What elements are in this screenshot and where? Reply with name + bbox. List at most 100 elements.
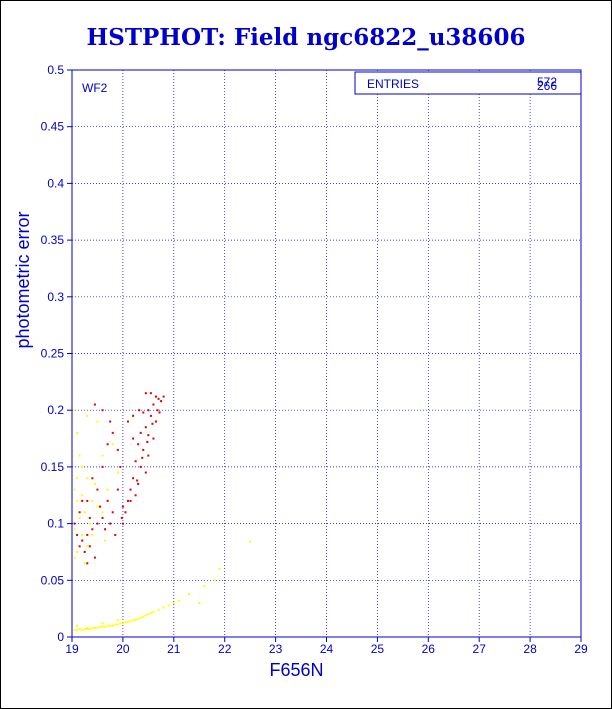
data-point-red bbox=[96, 488, 99, 491]
data-point-yellow bbox=[188, 592, 191, 595]
data-point-yellow bbox=[157, 608, 160, 611]
data-point-red bbox=[81, 539, 84, 542]
data-point-red bbox=[88, 545, 91, 548]
data-point-yellow bbox=[126, 621, 129, 624]
stats-box: ENTRIES 572 266 bbox=[354, 71, 582, 95]
data-point-yellow bbox=[116, 618, 119, 621]
tick-labels: 19 20 21 22 23 24 25 26 27 28 29 0 0.05 0.1 0.15 0.2 0.2… bbox=[41, 63, 588, 656]
data-point-yellow bbox=[132, 618, 135, 621]
data-point-red bbox=[111, 511, 114, 514]
data-point-red bbox=[76, 533, 79, 536]
data-point-red bbox=[121, 522, 124, 525]
stats-entries-value: 572 bbox=[537, 75, 557, 89]
data-point-yellow bbox=[81, 533, 84, 536]
data-point-yellow bbox=[111, 443, 114, 446]
data-point-red bbox=[114, 533, 117, 536]
data-point-yellow bbox=[88, 522, 91, 525]
data-point-red bbox=[116, 448, 119, 451]
stats-entries-value-overlay: 266 bbox=[537, 79, 557, 93]
data-point-red bbox=[141, 456, 144, 459]
data-point-yellow bbox=[147, 613, 150, 616]
data-point-red bbox=[137, 443, 140, 446]
data-point-red bbox=[149, 414, 152, 417]
data-point-red bbox=[106, 499, 109, 502]
data-point-red bbox=[111, 431, 114, 434]
data-point-red bbox=[88, 516, 91, 519]
y-tick-label: 0.15 bbox=[41, 460, 65, 474]
data-point-red bbox=[149, 392, 152, 395]
data-point-yellow bbox=[104, 625, 107, 628]
data-point-red bbox=[78, 511, 81, 514]
data-point-red bbox=[119, 465, 122, 468]
data-point-yellow bbox=[119, 622, 122, 625]
data-point-yellow bbox=[213, 579, 216, 582]
data-point-yellow bbox=[81, 494, 84, 497]
x-tick-label: 24 bbox=[320, 642, 334, 656]
data-point-yellow bbox=[76, 629, 79, 632]
data-point-red bbox=[126, 499, 129, 502]
data-point-red bbox=[144, 471, 147, 474]
y-tick-label: 0.35 bbox=[41, 233, 65, 247]
stats-entries-label: ENTRIES bbox=[367, 77, 419, 91]
data-point-red bbox=[162, 395, 165, 398]
data-point-red bbox=[101, 409, 104, 412]
data-point-red bbox=[78, 545, 81, 548]
data-point-yellow bbox=[76, 477, 79, 480]
data-point-red bbox=[139, 465, 142, 468]
data-point-yellow bbox=[152, 611, 155, 614]
x-tick-label: 23 bbox=[269, 642, 283, 656]
data-point-yellow bbox=[218, 567, 221, 570]
data-point-yellow bbox=[96, 505, 99, 508]
data-point-yellow bbox=[101, 454, 104, 457]
data-point-yellow bbox=[124, 621, 127, 624]
data-point-yellow bbox=[111, 624, 114, 627]
y-tick-label: 0.2 bbox=[47, 403, 64, 417]
data-point-yellow bbox=[198, 601, 201, 604]
data-point-red bbox=[147, 434, 150, 437]
data-point-yellow bbox=[106, 624, 109, 627]
panel-label: WF2 bbox=[82, 81, 108, 95]
data-point-yellow bbox=[76, 550, 79, 553]
data-point-red bbox=[146, 440, 149, 443]
data-point-red bbox=[160, 400, 163, 403]
data-point-yellow bbox=[83, 628, 86, 631]
data-point-yellow bbox=[93, 626, 96, 629]
data-point-yellow bbox=[167, 604, 170, 607]
data-point-red bbox=[134, 460, 137, 463]
data-point-red bbox=[144, 392, 147, 395]
data-point-yellow bbox=[73, 409, 76, 412]
data-point-yellow bbox=[116, 623, 119, 626]
data-point-red bbox=[154, 395, 157, 398]
data-point-red bbox=[86, 499, 89, 502]
data-point-red bbox=[147, 454, 150, 457]
y-tick-label: 0.45 bbox=[41, 120, 65, 134]
data-point-yellow bbox=[73, 556, 76, 559]
data-point-red bbox=[91, 477, 94, 480]
data-point-red bbox=[124, 511, 127, 514]
data-point-yellow bbox=[162, 606, 165, 609]
data-point-yellow bbox=[101, 511, 104, 514]
y-tick-label: 0 bbox=[57, 630, 64, 644]
data-point-red bbox=[142, 411, 145, 414]
data-point-red bbox=[106, 443, 109, 446]
data-point-yellow bbox=[73, 629, 76, 632]
data-point-yellow bbox=[81, 465, 84, 468]
data-point-red bbox=[93, 556, 96, 559]
data-point-yellow bbox=[76, 499, 79, 502]
data-point-red bbox=[81, 499, 84, 502]
data-point-red bbox=[86, 562, 89, 565]
data-point-red bbox=[157, 397, 160, 400]
x-tick-label: 21 bbox=[167, 642, 181, 656]
data-point-yellow bbox=[106, 488, 109, 491]
data-point-yellow bbox=[142, 615, 145, 618]
data-point-red bbox=[144, 426, 147, 429]
data-point-yellow bbox=[88, 628, 91, 631]
data-point-yellow bbox=[73, 488, 76, 491]
data-point-red bbox=[156, 409, 159, 412]
data-point-red bbox=[142, 448, 145, 451]
data-point-yellow bbox=[116, 471, 119, 474]
y-tick-label: 0.5 bbox=[47, 63, 64, 77]
data-point-red bbox=[101, 465, 104, 468]
data-point-red bbox=[104, 528, 107, 531]
